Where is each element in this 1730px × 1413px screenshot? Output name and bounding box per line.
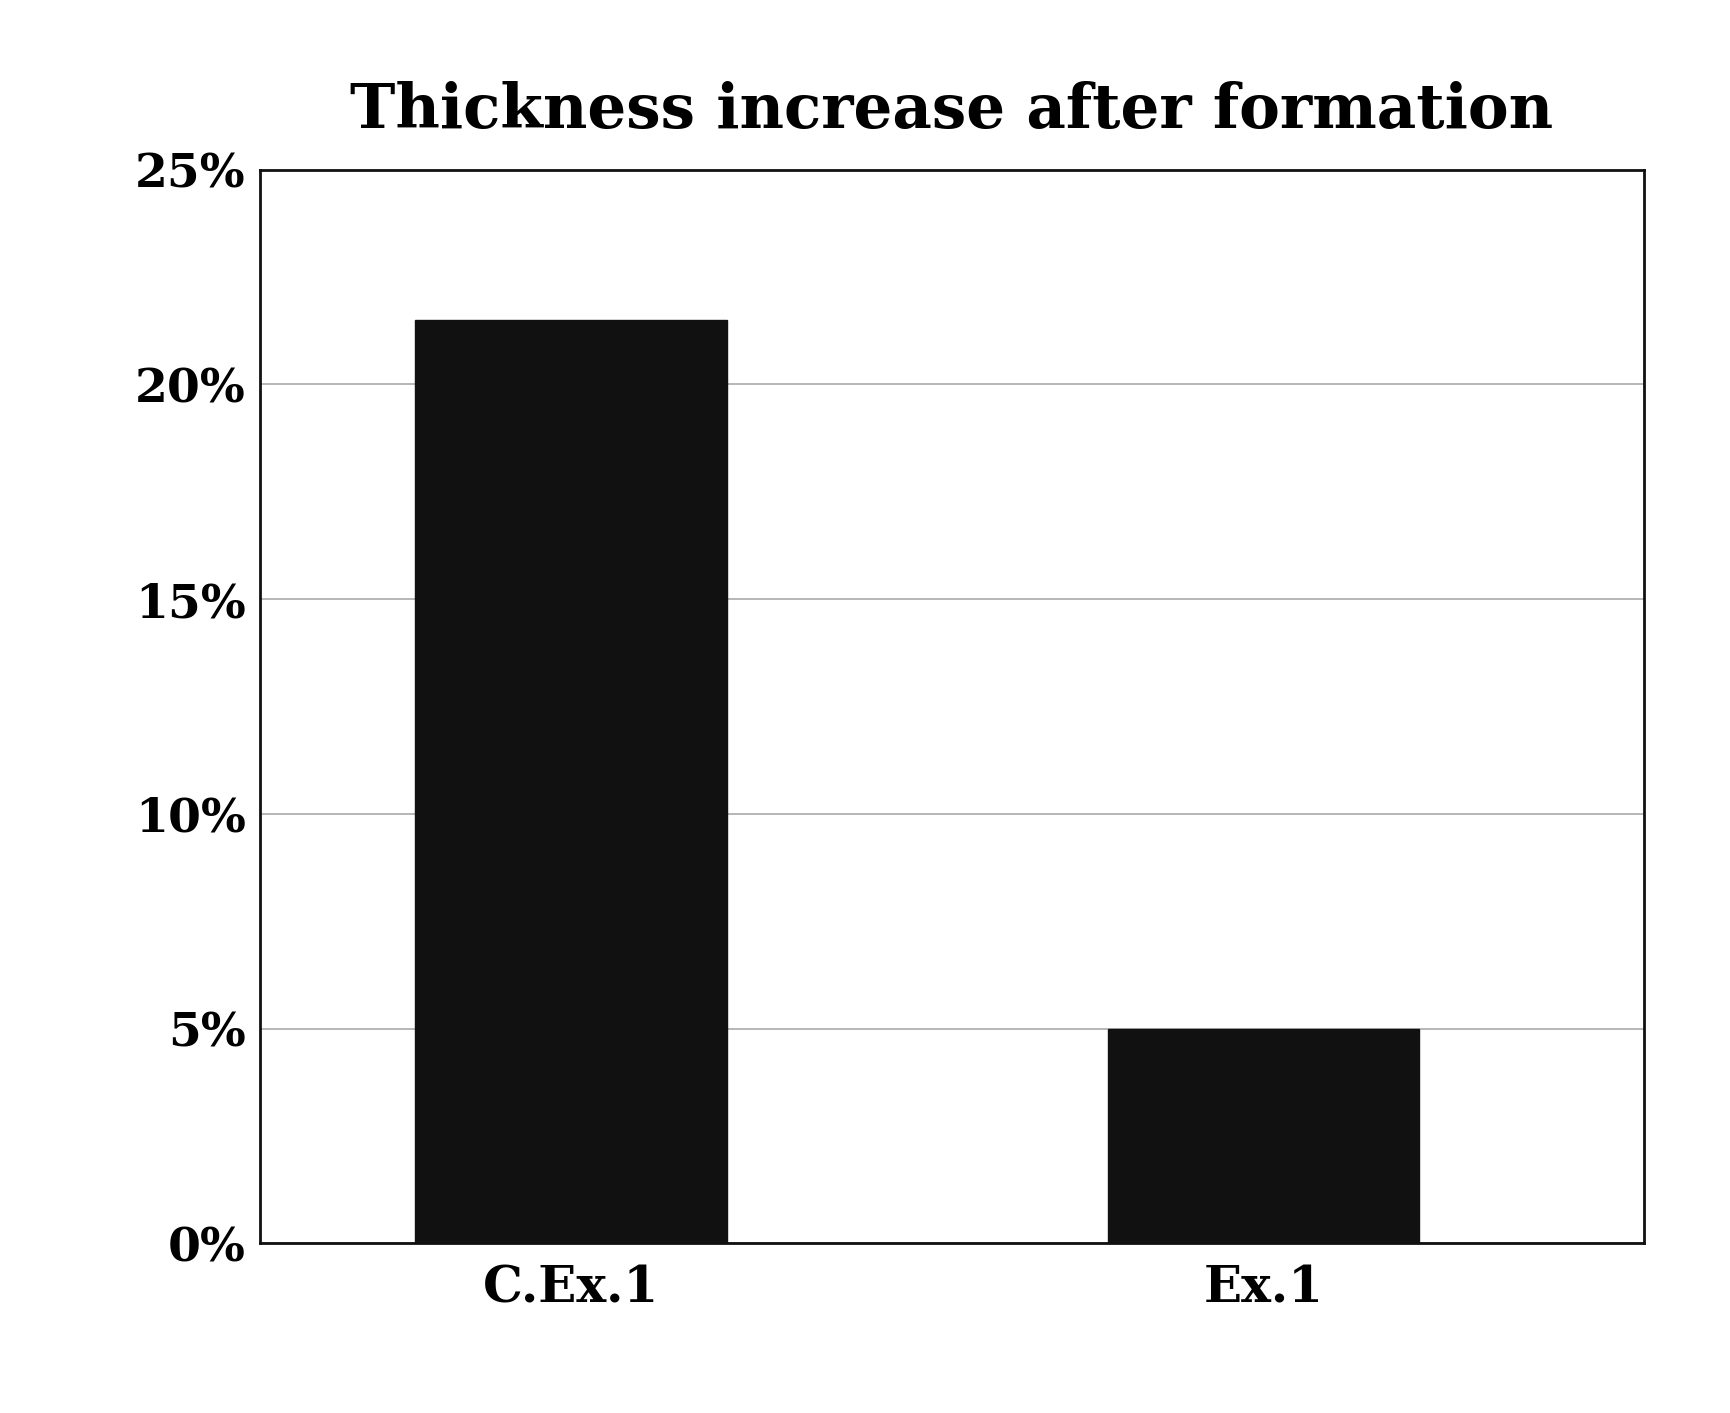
Bar xyxy=(1107,1029,1419,1243)
Bar xyxy=(415,319,727,1243)
Title: Thickness increase after formation: Thickness increase after formation xyxy=(349,81,1554,141)
